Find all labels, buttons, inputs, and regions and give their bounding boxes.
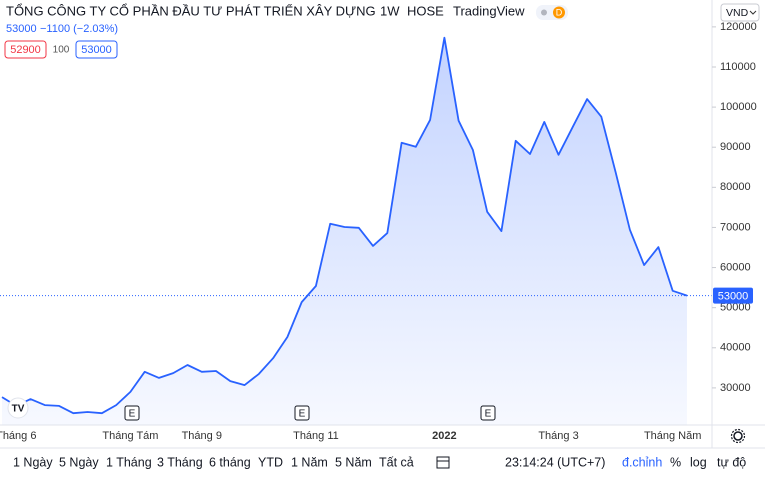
badge-circle bbox=[553, 6, 565, 19]
option-button[interactable]: đ.chỉnh bbox=[622, 455, 662, 469]
calendar-icon[interactable] bbox=[436, 456, 450, 469]
option-button[interactable]: log bbox=[690, 455, 707, 469]
event-marker[interactable] bbox=[124, 405, 140, 421]
range-button[interactable]: Tất cả bbox=[379, 455, 414, 469]
y-tick-label: 30000 bbox=[720, 382, 751, 394]
option-button[interactable]: tự độ bbox=[717, 455, 746, 469]
line bbox=[1, 36, 688, 415]
range-button[interactable]: 6 tháng bbox=[209, 455, 251, 469]
x-tick-label: 2022 bbox=[432, 430, 456, 442]
x-tick-label: Tháng 11 bbox=[293, 430, 339, 442]
y-tick-label: 120000 bbox=[720, 21, 757, 33]
y-tick-label: 80000 bbox=[720, 181, 751, 193]
x-tick-label: Tháng 6 bbox=[0, 430, 36, 442]
legend-change: −1100 (−2.03%) bbox=[40, 23, 118, 35]
y-tick-label: 50000 bbox=[720, 302, 751, 314]
badge: D bbox=[556, 7, 563, 17]
range-button[interactable]: YTD bbox=[258, 455, 283, 469]
interval: 1W bbox=[380, 3, 400, 18]
ask-box[interactable] bbox=[75, 40, 118, 59]
bid[interactable]: 52900 bbox=[10, 44, 41, 56]
x-tick-label: Tháng 3 bbox=[538, 430, 578, 442]
svg-text:TV: TV bbox=[12, 404, 25, 415]
ask[interactable]: 53000 bbox=[81, 44, 112, 56]
chart-title: TỔNG CÔNG TY CỔ PHẦN ĐẦU TƯ PHÁT TRIỂN X… bbox=[6, 3, 376, 18]
x-tick-label: Tháng Năm bbox=[644, 430, 701, 442]
range-button[interactable]: 1 Năm bbox=[291, 455, 328, 469]
currency-box[interactable] bbox=[720, 3, 760, 22]
area bbox=[2, 37, 687, 425]
event-label[interactable]: E bbox=[129, 409, 136, 420]
range-button[interactable]: 5 Năm bbox=[335, 455, 372, 469]
bid-box[interactable] bbox=[4, 40, 47, 59]
price-label-bg bbox=[713, 287, 753, 304]
y-tick-label: 70000 bbox=[720, 221, 751, 233]
price-label: 53000 bbox=[718, 291, 749, 303]
y-tick-label: 60000 bbox=[720, 261, 751, 273]
exchange: HOSE bbox=[407, 3, 444, 18]
event-marker[interactable] bbox=[294, 405, 310, 421]
x-tick-label: Tháng 9 bbox=[182, 430, 222, 442]
range-button[interactable]: 5 Ngày bbox=[59, 455, 99, 469]
range-button[interactable]: 1 Tháng bbox=[106, 455, 152, 469]
y-tick-label: 110000 bbox=[720, 61, 756, 73]
event-marker[interactable] bbox=[480, 405, 496, 421]
y-tick-label: 100000 bbox=[720, 101, 757, 113]
currency[interactable]: VND bbox=[726, 7, 749, 19]
badge-dot bbox=[541, 9, 547, 16]
source: TradingView bbox=[453, 3, 525, 18]
option-button[interactable]: % bbox=[670, 455, 681, 469]
y-tick-label: 90000 bbox=[720, 141, 751, 153]
range-button[interactable]: 3 Tháng bbox=[157, 455, 203, 469]
clock: 23:14:24 (UTC+7) bbox=[505, 455, 605, 469]
range-button[interactable]: 1 Ngày bbox=[13, 455, 53, 469]
currency-caret bbox=[749, 10, 757, 15]
y-tick-label: 40000 bbox=[720, 342, 751, 354]
settings-icon[interactable] bbox=[730, 428, 746, 444]
event-label[interactable]: E bbox=[299, 409, 306, 420]
legend-price: 53000 bbox=[6, 23, 37, 35]
tv-logo: TV bbox=[7, 397, 29, 419]
x-tick-label: Tháng Tám bbox=[102, 430, 158, 442]
spread: 100 bbox=[53, 45, 70, 56]
event-label[interactable]: E bbox=[485, 409, 492, 420]
